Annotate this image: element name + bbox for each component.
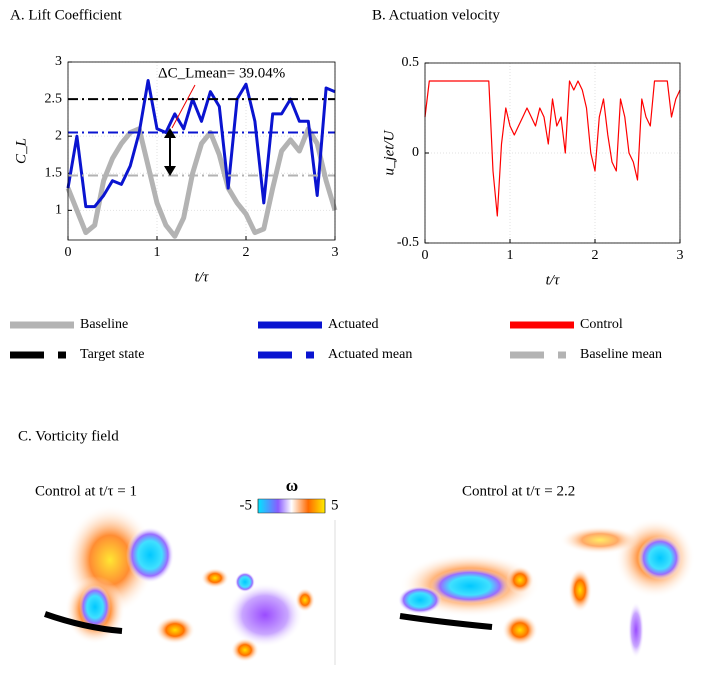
y-tick-label: 3 — [55, 54, 62, 69]
annotation: ΔC_Lmean= 39.04% — [158, 65, 285, 81]
vorticity-left — [44, 505, 315, 662]
colorbar-label: ω — [286, 476, 298, 495]
colorbar-tick-label: 5 — [331, 497, 339, 513]
series-line — [424, 80, 681, 217]
colorbar-tick-label: -5 — [240, 497, 253, 513]
legend-label: Target state — [80, 347, 144, 362]
legend: Baseline Actuated Control Target state Actua… — [10, 317, 662, 362]
snapshot-label: Control at t/τ = 2.2 — [462, 483, 575, 499]
y-tick-label: 2.5 — [45, 91, 63, 106]
x-axis-label: t/τ — [195, 269, 209, 285]
x-tick-label: 1 — [154, 245, 161, 260]
charts: A. Lift Coefficient t/τ C_L 0 1 2 3 1 1.5 2 2.5 3 ΔC… — [10, 7, 684, 288]
leader — [171, 84, 196, 129]
legend-label: Actuated — [328, 317, 379, 332]
y-axis-label: C_L — [13, 138, 29, 164]
snapshot-label: Control at t/τ = 1 — [35, 483, 137, 499]
plot-frame — [67, 61, 336, 241]
x-tick-label: 2 — [592, 248, 599, 263]
y-axis-label: u_jet/U — [381, 129, 397, 175]
legend-label: Baseline mean — [580, 347, 662, 362]
legend-label: Baseline — [80, 317, 128, 332]
vorticity-panel: C. Vorticity field Control at t/τ = 1 Co… — [18, 428, 695, 665]
x-tick-label: 1 — [507, 248, 514, 263]
series-line — [65, 126, 338, 239]
chart-title: A. Lift Coefficient — [10, 7, 123, 23]
x-tick-label: 3 — [677, 248, 684, 263]
chart-title: B. Actuation velocity — [372, 7, 500, 23]
x-tick-label: 2 — [243, 245, 250, 260]
x-tick-label: 3 — [332, 245, 339, 260]
colorbar-ticks: -5 5 — [240, 497, 339, 513]
vorticity-right — [398, 518, 695, 658]
y-tick-label: 1.5 — [45, 165, 63, 180]
y-tick-label: -0.5 — [397, 235, 419, 250]
y-tick-label: 2 — [55, 128, 62, 143]
colorbar — [257, 498, 326, 514]
y-tick-label: 0 — [412, 145, 419, 160]
arrow-head — [164, 128, 176, 176]
panel-title: C. Vorticity field — [18, 428, 119, 444]
y-tick-label: 1 — [55, 203, 62, 218]
legend-label: Control — [580, 317, 623, 332]
legend-label: Actuated mean — [328, 347, 412, 362]
x-tick-label: 0 — [422, 248, 429, 263]
y-tick-label: 0.5 — [402, 55, 420, 70]
plot-frame — [424, 62, 681, 244]
x-axis-label: t/τ — [546, 272, 560, 288]
x-tick-label: 0 — [65, 245, 72, 260]
